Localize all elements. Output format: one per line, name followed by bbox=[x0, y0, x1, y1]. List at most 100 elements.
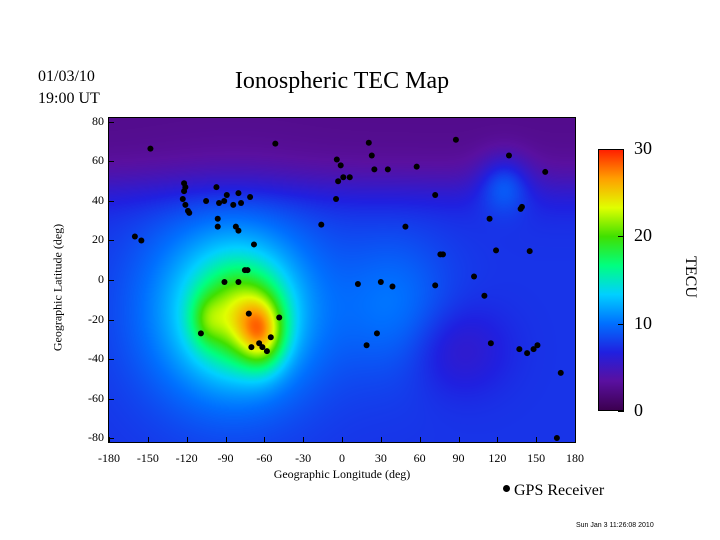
x-tick-mark bbox=[186, 437, 188, 442]
gps-receiver-point bbox=[335, 178, 342, 185]
gps-receiver-point bbox=[250, 241, 257, 248]
x-tick-mark bbox=[497, 437, 499, 442]
gps-receiver-point bbox=[186, 209, 193, 216]
x-tick-mark bbox=[575, 437, 576, 442]
x-tick-label: 60 bbox=[413, 451, 426, 465]
gps-receiver-point bbox=[272, 140, 279, 147]
gps-receiver-point bbox=[368, 152, 375, 159]
colorbar-tick-label: 20 bbox=[634, 225, 652, 246]
x-tick-label: 0 bbox=[339, 451, 345, 465]
y-tick-label: 40 bbox=[92, 192, 104, 207]
gps-receiver-point bbox=[432, 192, 439, 199]
x-tick-label: -120 bbox=[175, 451, 198, 465]
gps-receiver-point bbox=[216, 199, 223, 206]
legend-label: GPS Receiver bbox=[514, 482, 605, 499]
y-tick-mark bbox=[109, 161, 114, 163]
y-tick-label: 80 bbox=[92, 113, 104, 128]
gps-receiver-point bbox=[256, 340, 263, 347]
gps-receiver-point bbox=[318, 221, 325, 228]
gps-receiver-point bbox=[557, 369, 564, 376]
gps-receiver-point bbox=[259, 344, 266, 351]
gps-receiver-point bbox=[244, 267, 251, 274]
colorbar-tick-mark bbox=[618, 236, 624, 238]
generation-timestamp: Sun Jan 3 11:26:08 2010 bbox=[576, 522, 654, 529]
y-tick-mark bbox=[109, 398, 114, 400]
gps-receiver-point bbox=[337, 162, 344, 169]
tec-heatmap-plot bbox=[108, 117, 576, 443]
gps-receiver-point bbox=[553, 435, 560, 442]
gps-receiver-point bbox=[524, 350, 531, 357]
gps-receiver-point bbox=[354, 280, 361, 287]
gps-receiver-point bbox=[214, 215, 221, 222]
y-tick-mark bbox=[109, 359, 114, 361]
x-tick-label: 90 bbox=[452, 451, 465, 465]
x-tick-mark bbox=[225, 437, 227, 442]
y-tick-mark bbox=[109, 240, 114, 242]
gps-receiver-point bbox=[203, 197, 210, 204]
gps-receiver-point bbox=[248, 344, 255, 351]
y-tick-label: -60 bbox=[88, 390, 104, 405]
x-tick-label: 30 bbox=[374, 451, 387, 465]
x-tick-mark bbox=[380, 437, 382, 442]
gps-receiver-point bbox=[181, 188, 188, 195]
y-tick-label: 60 bbox=[92, 153, 104, 168]
gps-receiver-point bbox=[389, 283, 396, 290]
gps-receiver-point bbox=[371, 166, 378, 173]
gps-receiver-point bbox=[138, 237, 145, 244]
gps-receiver-point bbox=[333, 156, 340, 163]
gps-receiver-point bbox=[471, 273, 478, 280]
x-tick-label: -60 bbox=[256, 451, 273, 465]
colorbar-tick-mark bbox=[618, 323, 624, 325]
gps-receiver-point bbox=[267, 334, 274, 341]
x-tick-label: 120 bbox=[488, 451, 507, 465]
x-tick-label: -180 bbox=[98, 451, 120, 465]
gps-receiver-point bbox=[384, 166, 391, 173]
gps-receiver-point bbox=[505, 152, 512, 159]
x-tick-mark bbox=[536, 437, 538, 442]
gps-receiver-point bbox=[197, 330, 204, 337]
gps-receiver-point bbox=[530, 346, 537, 353]
gps-receiver-point bbox=[247, 194, 254, 201]
gps-receiver-point bbox=[235, 190, 242, 197]
time-label: 19:00 UT bbox=[38, 90, 100, 107]
y-tick-label: -20 bbox=[88, 311, 104, 326]
y-tick-mark bbox=[109, 200, 114, 202]
x-tick-mark bbox=[419, 437, 421, 442]
gps-receiver-point bbox=[516, 346, 523, 353]
gps-receiver-point bbox=[432, 282, 439, 289]
gps-receiver-point bbox=[213, 184, 220, 191]
gps-receiver-point bbox=[276, 314, 283, 321]
legend: GPS Receiver bbox=[503, 482, 604, 500]
gps-receiver-point bbox=[542, 168, 549, 175]
colorbar-tick-label: 10 bbox=[634, 312, 652, 333]
gps-receiver-point bbox=[526, 248, 533, 255]
x-tick-mark bbox=[264, 437, 266, 442]
gps-receiver-point bbox=[439, 251, 446, 258]
date-time-label: 01/03/10 19:00 UT bbox=[38, 66, 100, 110]
x-tick-label: -150 bbox=[136, 451, 159, 465]
gps-receiver-point bbox=[221, 197, 228, 204]
colorbar-tick-label: 0 bbox=[634, 400, 643, 420]
colorbar-tick-label: 30 bbox=[634, 138, 652, 158]
gps-receiver-point bbox=[333, 196, 340, 202]
colorbar-tick-mark bbox=[618, 149, 624, 150]
y-tick-label: -80 bbox=[88, 430, 104, 445]
gps-receiver-point bbox=[238, 199, 245, 206]
gps-receiver-point bbox=[413, 163, 420, 170]
x-tick-label: -90 bbox=[217, 451, 234, 465]
gps-receiver-point bbox=[481, 292, 488, 299]
gps-receiver-point bbox=[131, 233, 138, 240]
gps-receiver-point bbox=[346, 174, 353, 181]
gps-receiver-point bbox=[486, 215, 493, 222]
tec-heatmap bbox=[109, 118, 575, 442]
x-tick-mark bbox=[303, 437, 305, 442]
date-label: 01/03/10 bbox=[38, 68, 95, 85]
gps-receiver-point bbox=[245, 310, 252, 317]
colorbar-tick-mark bbox=[618, 411, 624, 412]
gps-receiver-point bbox=[373, 330, 380, 337]
y-tick-mark bbox=[109, 319, 114, 321]
y-tick-mark bbox=[109, 280, 114, 281]
x-axis-label: Geographic Longitude (deg) bbox=[273, 467, 411, 481]
gps-receiver-point bbox=[402, 223, 409, 230]
x-tick-mark bbox=[342, 437, 343, 442]
